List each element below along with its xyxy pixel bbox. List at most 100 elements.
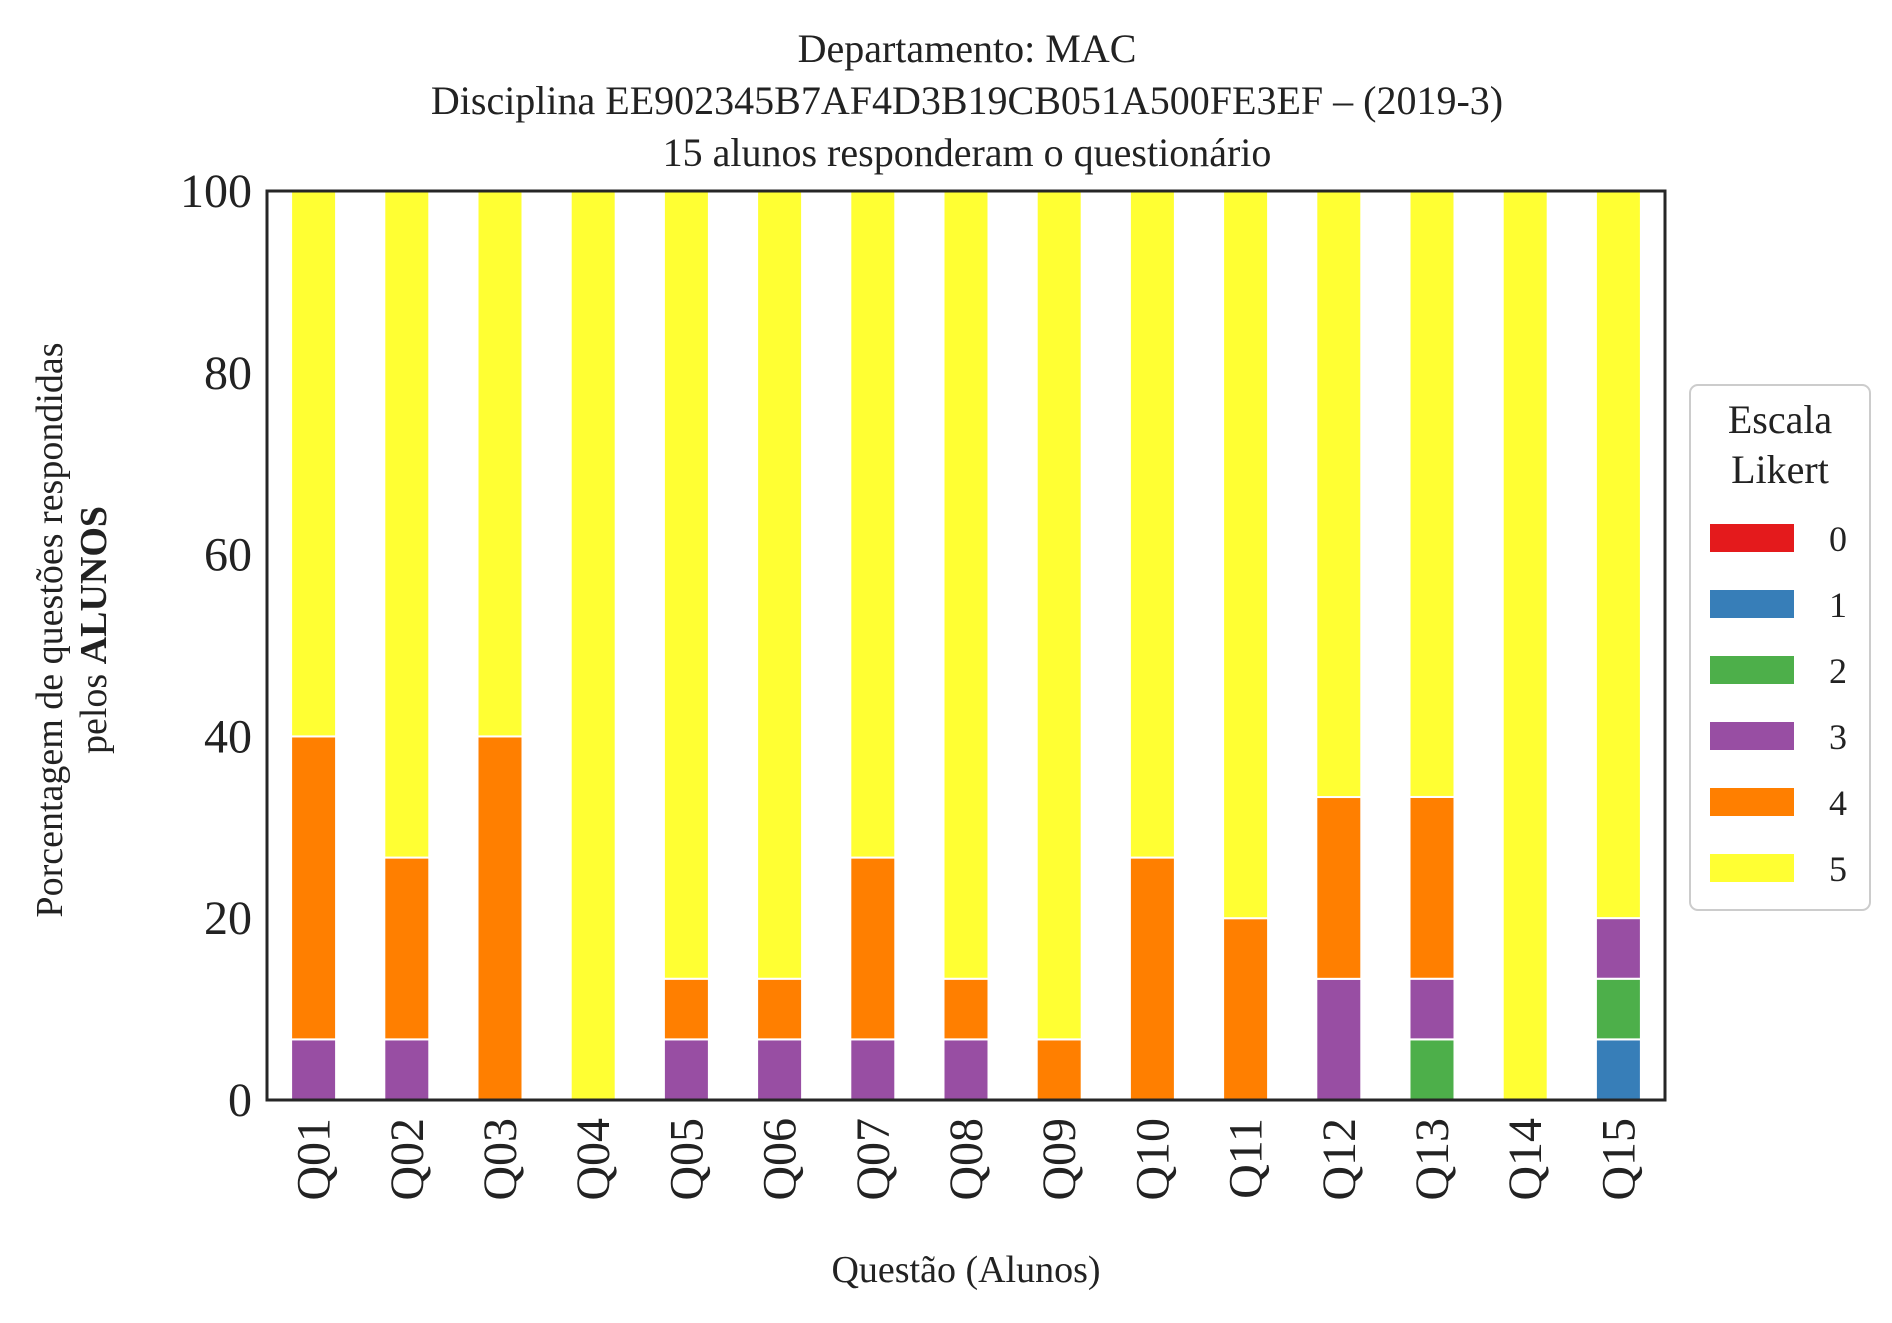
bar-segment-q01-likert-3 (290, 1038, 338, 1102)
bar-segment-q08-likert-5 (942, 189, 990, 980)
bar-segment-q15-likert-1 (1594, 1038, 1642, 1102)
bar-segment-q01-likert-5 (290, 190, 338, 738)
x-tick-q08: Q08 (940, 1118, 993, 1201)
x-tick-label: Q10 (1126, 1118, 1179, 1201)
legend-label-5: 5 (1829, 849, 1847, 889)
legend-title-line-2: Likert (1731, 447, 1829, 492)
bar-segment-q02-likert-4 (383, 856, 431, 1041)
bar-segment-q05-likert-3 (662, 1038, 710, 1102)
x-tick-label: Q05 (660, 1118, 713, 1201)
y-axis-label-prefix: pelos (73, 664, 115, 754)
bar-segment-q13-likert-5 (1408, 189, 1456, 798)
x-tick-label: Q02 (381, 1118, 434, 1201)
y-axis-label-line-1: Porcentagem de questões respondidas (29, 342, 71, 917)
legend-swatch-0 (1710, 524, 1794, 552)
legend-label-0: 0 (1829, 519, 1847, 559)
x-tick-q13: Q13 (1406, 1118, 1459, 1201)
y-axis-ticks: 0 20 40 60 80 100 (180, 165, 252, 1127)
bar-segment-q12-likert-4 (1315, 796, 1363, 980)
bar-segment-q06-likert-5 (756, 189, 804, 980)
y-tick-label: 60 (204, 529, 252, 582)
y-tick-label: 40 (204, 710, 252, 763)
bar-segment-q15-likert-2 (1594, 977, 1642, 1041)
x-tick-q07: Q07 (847, 1118, 900, 1201)
x-tick-label: Q03 (474, 1118, 527, 1201)
x-tick-q04: Q04 (567, 1118, 620, 1201)
bar-segment-q15-likert-3 (1594, 917, 1642, 980)
legend-items: 0 1 2 3 4 5 (1710, 519, 1847, 889)
x-axis-label: Questão (Alunos) (831, 1249, 1100, 1291)
x-tick-q15: Q15 (1592, 1118, 1645, 1201)
legend: Escala Likert 0 1 2 3 4 5 (1689, 384, 1871, 911)
legend-swatch-3 (1710, 722, 1794, 750)
x-tick-q03: Q03 (474, 1118, 527, 1201)
bar-segment-q14-likert-5 (1501, 190, 1549, 1101)
y-axis-label-line-2: pelos ALUNOS (73, 506, 115, 754)
x-tick-label: Q08 (940, 1118, 993, 1201)
bar-segment-q08-likert-4 (942, 977, 990, 1041)
x-tick-q05: Q05 (660, 1118, 713, 1201)
bar-segment-q07-likert-5 (849, 190, 897, 859)
x-tick-label: Q07 (847, 1118, 900, 1201)
x-tick-q06: Q06 (754, 1118, 807, 1201)
bar-segment-q12-likert-3 (1315, 977, 1363, 1102)
bar-segment-q09-likert-4 (1035, 1038, 1083, 1102)
legend-label-4: 4 (1829, 783, 1847, 823)
bar-segment-q02-likert-3 (383, 1038, 431, 1102)
x-tick-q14: Q14 (1499, 1118, 1552, 1201)
x-tick-q12: Q12 (1313, 1118, 1366, 1201)
bar-segment-q02-likert-5 (383, 190, 431, 859)
legend-swatch-4 (1710, 788, 1794, 816)
bar-segment-q13-likert-4 (1408, 795, 1456, 980)
x-tick-label: Q01 (288, 1118, 341, 1201)
bar-segment-q07-likert-3 (849, 1038, 897, 1102)
title-line-2: Disciplina EE902345B7AF4D3B19CB051A500FE… (431, 78, 1503, 123)
y-tick-label: 100 (180, 165, 252, 218)
y-axis-label-bold: ALUNOS (73, 506, 115, 664)
y-tick-label: 0 (228, 1074, 252, 1127)
legend-label-3: 3 (1829, 717, 1847, 757)
bars (290, 189, 1642, 1102)
bar-segment-q07-likert-4 (849, 856, 897, 1041)
bar-segment-q03-likert-5 (476, 190, 524, 738)
x-tick-label: Q13 (1406, 1118, 1459, 1201)
plot-frame (265, 189, 1667, 1102)
x-tick-label: Q09 (1033, 1118, 1086, 1201)
bar-segment-q08-likert-3 (942, 1038, 990, 1102)
bar-segment-q12-likert-5 (1315, 190, 1363, 799)
y-tick-label: 80 (204, 347, 252, 400)
x-tick-q01: Q01 (288, 1118, 341, 1201)
y-axis-label: Porcentagem de questões respondidas pelo… (29, 342, 115, 917)
bar-segment-q11-likert-4 (1222, 917, 1270, 1102)
legend-label-1: 1 (1829, 585, 1847, 625)
x-tick-label: Q04 (567, 1118, 620, 1201)
x-tick-label: Q15 (1592, 1118, 1645, 1201)
x-tick-q11: Q11 (1220, 1118, 1273, 1199)
bar-segment-q15-likert-5 (1594, 189, 1642, 920)
bar-segment-q05-likert-5 (662, 189, 710, 980)
x-tick-label: Q12 (1313, 1118, 1366, 1201)
bar-segment-q11-likert-5 (1222, 190, 1270, 920)
x-axis-ticks: Q01 Q02 Q03 Q04 Q05 Q06 Q07 Q08 Q09 Q10 Q11 Q12 Q13 Q… (288, 1118, 1646, 1201)
legend-title-line-1: Escala (1728, 397, 1833, 442)
legend-swatch-1 (1710, 590, 1794, 618)
bar-segment-q06-likert-4 (756, 977, 804, 1041)
x-tick-q09: Q09 (1033, 1118, 1086, 1201)
x-tick-label: Q14 (1499, 1118, 1552, 1201)
legend-swatch-5 (1710, 854, 1794, 882)
bar-segment-q06-likert-3 (756, 1038, 804, 1102)
bar-segment-q09-likert-5 (1035, 190, 1083, 1041)
bar-segment-q13-likert-2 (1408, 1038, 1456, 1102)
x-tick-label: Q06 (754, 1118, 807, 1201)
x-tick-q10: Q10 (1126, 1118, 1179, 1201)
legend-swatch-2 (1710, 656, 1794, 684)
bar-segment-q13-likert-3 (1408, 977, 1456, 1041)
bar-segment-q05-likert-4 (662, 977, 710, 1041)
title-line-3: 15 alunos responderam o questionário (663, 130, 1272, 175)
chart-title: Departamento: MAC Disciplina EE902345B7A… (431, 26, 1503, 175)
x-tick-q02: Q02 (381, 1118, 434, 1201)
bar-segment-q04-likert-5 (569, 190, 617, 1101)
bar-segment-q03-likert-4 (476, 735, 524, 1102)
bar-segment-q01-likert-4 (290, 735, 338, 1041)
